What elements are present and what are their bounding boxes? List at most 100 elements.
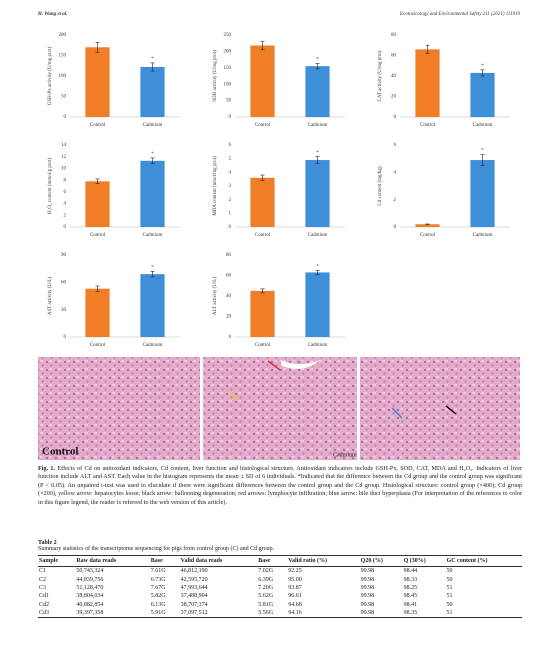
- table-cell: 96.61: [288, 593, 302, 600]
- y-axis-label: AST activity (U/L): [48, 277, 53, 316]
- y-axis-label: ALT activity (U/L): [213, 277, 218, 315]
- table-cell: 50: [446, 601, 453, 608]
- column-header: Valid ratio (%): [287, 555, 360, 567]
- y-tick-label: 90: [61, 253, 67, 258]
- table-cell: 5.91G: [149, 608, 180, 619]
- x-tick-label: Cadmium: [143, 343, 163, 348]
- table-cell: 98.44: [403, 568, 418, 575]
- y-tick-label: 6: [394, 143, 397, 148]
- table-cell: 98.45: [403, 593, 418, 600]
- y-tick-label: 60: [391, 54, 397, 59]
- table-cell: 37,097,512: [179, 608, 258, 619]
- y-tick-label: 0: [229, 115, 232, 120]
- table-row: Cd1 38,804,034 5.82G 37,488,904 5.62G 96.61 99…: [38, 592, 522, 600]
- x-tick-label: Control: [255, 123, 271, 128]
- y-tick-label: 20: [226, 315, 232, 320]
- table-cell: Cd2: [39, 601, 50, 608]
- table-cell: 99.98: [360, 568, 375, 575]
- x-tick-label: Cadmium: [308, 343, 328, 348]
- blue-arrow: [391, 407, 403, 419]
- table-cell: 7.67G: [150, 584, 166, 591]
- y-tick-label: 1: [229, 211, 232, 216]
- y-tick-label: 40: [391, 74, 397, 79]
- y-tick-label: 12: [61, 155, 67, 160]
- table-cell: 6.39G: [258, 576, 274, 583]
- table-cell: 46,812,190: [180, 568, 208, 575]
- table-cell: C3: [39, 584, 47, 591]
- table-label: Table 2: [38, 540, 57, 546]
- table-cell: 94.16: [287, 608, 360, 619]
- y-axis-label: CAT activity (U/mg prot): [378, 50, 383, 101]
- black-arrow: [445, 405, 457, 415]
- table-row: Cd3 39,397,358 5.91G 37,097,512 5.56G 94.16 99…: [38, 608, 522, 619]
- y-tick-label: 80: [226, 253, 232, 258]
- bar: [305, 66, 330, 117]
- table-cell: 5.56G: [257, 608, 288, 619]
- y-tick-label: 4: [229, 170, 232, 175]
- table-cell: 51,128,470: [76, 584, 104, 591]
- x-tick-label: Control: [90, 343, 106, 348]
- table-cell: 93.87: [288, 584, 302, 591]
- table-cell: 99.98: [360, 593, 375, 600]
- y-tick-label: 6: [229, 143, 232, 148]
- y-tick-label: 5: [229, 157, 232, 162]
- table-cell: 50,743,324: [76, 568, 104, 575]
- bar: [470, 72, 495, 117]
- y-tick-label: 0: [229, 225, 232, 230]
- y-tick-label: 8: [64, 178, 67, 183]
- histology-cadmium-2: [360, 357, 520, 460]
- y-tick-label: 6: [64, 190, 67, 195]
- x-tick-label: Control: [255, 343, 271, 348]
- bar: [470, 160, 495, 227]
- significance-mark: *: [151, 266, 154, 271]
- vessel: [280, 360, 320, 369]
- table-cell: 7.61G: [150, 568, 166, 575]
- table-cell: 92.25: [288, 568, 302, 575]
- table-cell: 51: [446, 584, 453, 591]
- table-cell: 37,488,904: [180, 593, 208, 600]
- y-tick-label: 40: [226, 294, 232, 299]
- histology-label: Control: [42, 446, 78, 458]
- table-cell: 6.73G: [150, 576, 166, 583]
- y-tick-label: 14: [61, 143, 67, 148]
- table-cell: 94.68: [288, 601, 302, 608]
- table-cell: C1: [39, 568, 47, 575]
- table-cell: 98.35: [402, 608, 446, 619]
- table-cell: 40,882,854: [76, 601, 104, 608]
- column-header: GC content (%): [445, 555, 522, 567]
- y-tick-label: 4: [64, 202, 67, 207]
- table-cell: Cd3: [38, 608, 76, 619]
- y-tick-label: 2: [64, 213, 67, 218]
- y-axis-label: SOD activity (U/mg prot): [213, 50, 218, 102]
- bar: [140, 274, 165, 337]
- y-tick-label: 2: [394, 198, 397, 203]
- running-head-left: H. Wang et al.: [37, 12, 67, 17]
- x-tick-label: Cadmium: [143, 233, 163, 238]
- bar: [305, 272, 330, 337]
- column-header: Base: [149, 555, 180, 567]
- y-tick-label: 0: [229, 335, 232, 340]
- y-tick-label: 0: [394, 225, 397, 230]
- table-cell: 50: [446, 568, 453, 575]
- caption-text: Effects of Cd on antioxidant indicators,…: [38, 465, 523, 506]
- y-axis-label: GSH-Px activity (U/mg prot): [48, 46, 53, 105]
- y-tick-label: 100: [224, 82, 232, 87]
- table-cell: 50: [446, 576, 453, 583]
- y-tick-label: 20: [391, 95, 397, 100]
- header-row: Sample Raw data reads Base Valid data reads…: [38, 555, 522, 567]
- y-tick-label: 150: [224, 66, 232, 71]
- table-cell: 98.41: [403, 601, 418, 608]
- table-cell: 99.98: [360, 576, 375, 583]
- running-head-right: Ecotoxicology and Environmental Safety 2…: [399, 12, 521, 17]
- yellow-arrow: [228, 390, 239, 401]
- x-tick-label: Control: [420, 123, 436, 128]
- histology-label: Cadmium: [333, 452, 357, 458]
- y-tick-label: 200: [224, 50, 232, 55]
- significance-mark: *: [481, 149, 484, 154]
- bar: [85, 181, 110, 227]
- significance-mark: *: [316, 151, 319, 156]
- x-tick-label: Control: [420, 233, 436, 238]
- y-tick-label: 80: [391, 33, 397, 38]
